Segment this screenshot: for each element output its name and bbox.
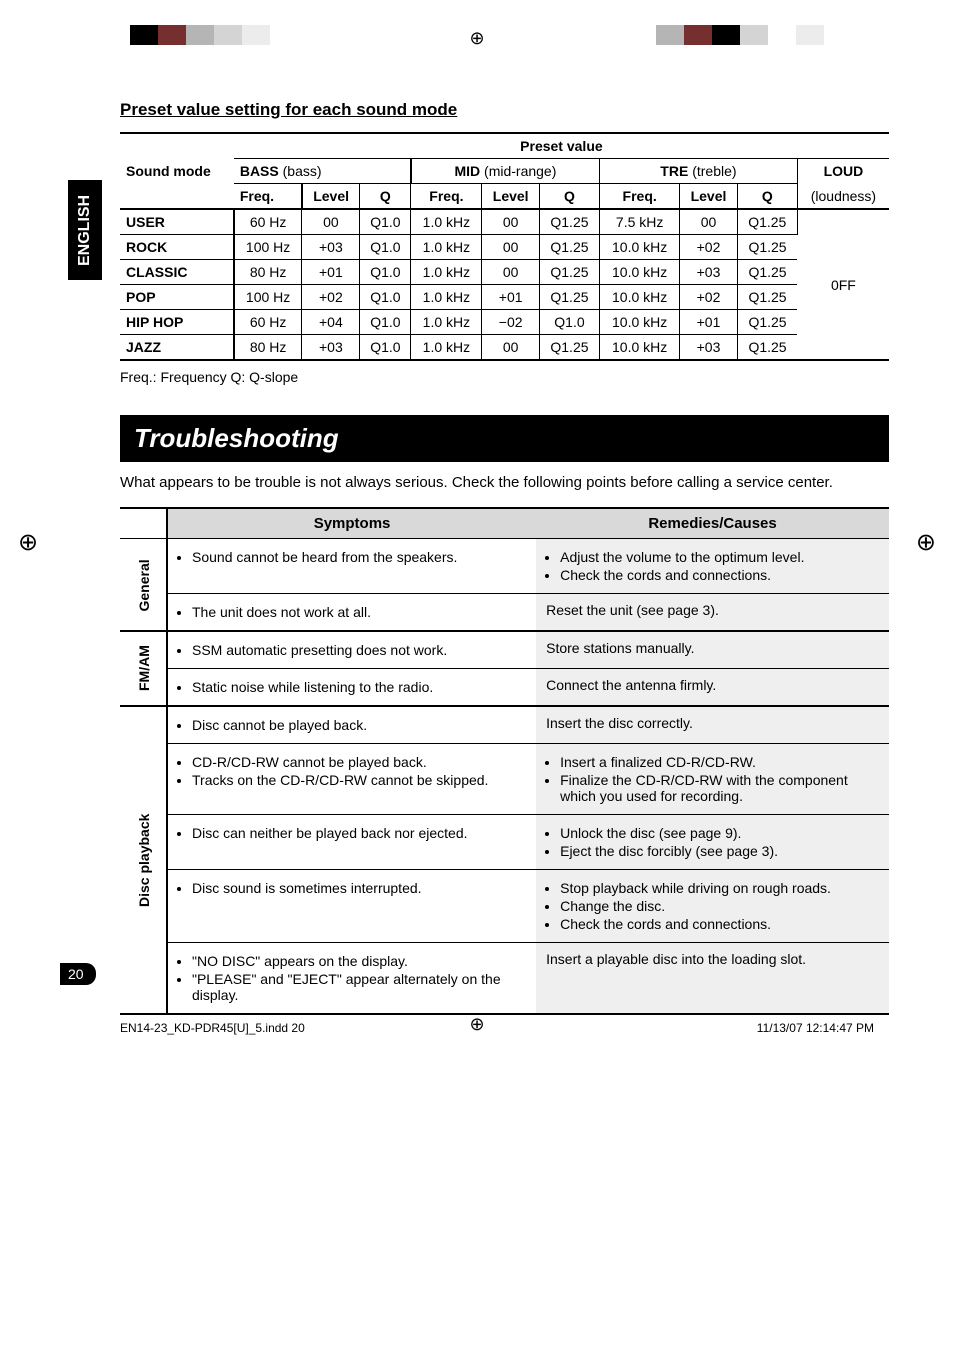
registration-mark-bottom: ⊕	[469, 1014, 484, 1035]
symptoms-header: Symptoms	[167, 508, 536, 539]
footer-left: EN14-23_KD-PDR45[U]_5.indd 20	[120, 1021, 305, 1035]
preset-footnote: Freq.: Frequency Q: Q-slope	[120, 369, 889, 385]
sub-freq: Freq.	[411, 184, 482, 210]
footer-right: 11/13/07 12:14:47 PM	[757, 1021, 874, 1035]
troubleshooting-table: Symptoms Remedies/Causes GeneralSound ca…	[120, 507, 889, 1015]
preset-value-header: Preset value	[234, 133, 889, 159]
tre-group-header: TRE (treble)	[600, 159, 798, 184]
bass-group-header: BASS (bass)	[234, 159, 411, 184]
preset-section-title: Preset value setting for each sound mode	[120, 100, 889, 120]
preset-value-table: Sound mode Preset value BASS (bass) MID …	[120, 132, 889, 361]
loud-sub: (loudness)	[797, 184, 889, 210]
footer: EN14-23_KD-PDR45[U]_5.indd 20 11/13/07 1…	[120, 1021, 874, 1035]
sub-q: Q	[737, 184, 797, 210]
sub-freq: Freq.	[600, 184, 680, 210]
sub-level: Level	[680, 184, 737, 210]
loud-header: LOUD	[797, 159, 889, 184]
troubleshooting-intro: What appears to be trouble is not always…	[120, 474, 889, 491]
mid-group-header: MID (mid-range)	[411, 159, 600, 184]
sub-level: Level	[482, 184, 539, 210]
remedies-header: Remedies/Causes	[536, 508, 889, 539]
sub-q: Q	[360, 184, 411, 210]
sound-mode-header: Sound mode	[120, 133, 234, 209]
page-number: 20	[60, 963, 96, 985]
sub-level: Level	[302, 184, 360, 210]
sub-freq: Freq.	[234, 184, 302, 210]
troubleshooting-title: Troubleshooting	[120, 415, 889, 462]
sub-q: Q	[539, 184, 599, 210]
